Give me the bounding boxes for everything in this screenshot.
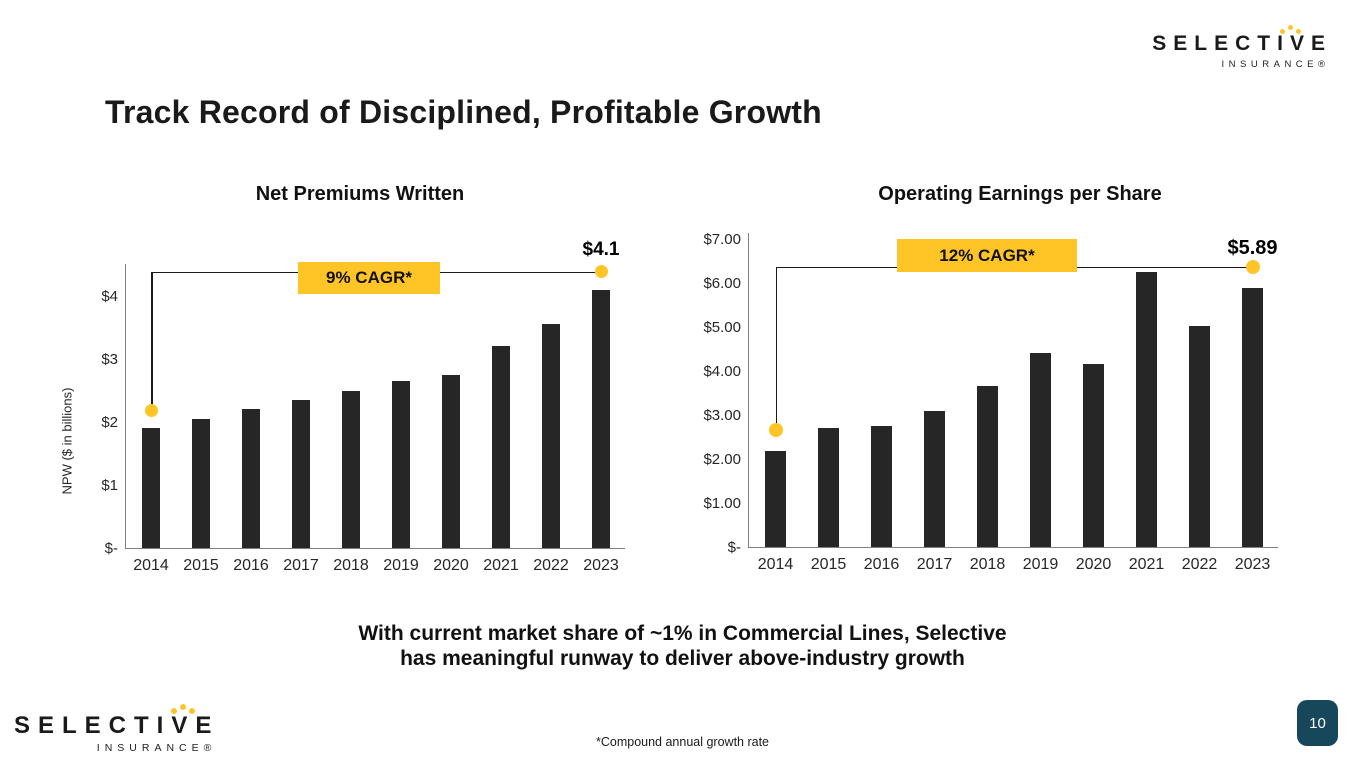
key-message-line1: With current market share of ~1% in Comm… — [358, 622, 1007, 645]
logo-dot — [1288, 25, 1293, 30]
bar — [492, 346, 510, 548]
bar — [1083, 364, 1104, 547]
y-tick-label: $1.00 — [703, 495, 741, 512]
bar — [542, 324, 560, 548]
footnote: *Compound annual growth rate — [595, 735, 770, 749]
x-tick-label: 2016 — [863, 556, 900, 573]
bar — [1242, 287, 1263, 547]
end-value-label: $5.89 — [1227, 236, 1278, 259]
x-tick-label: 2018 — [969, 556, 1006, 573]
logo-subtext: INSURANCE® — [1221, 59, 1330, 70]
chart-title: Operating Earnings per Share — [878, 183, 1162, 205]
logo-wordmark: SELECTIVE — [1152, 32, 1332, 55]
y-tick-label: $6.00 — [703, 275, 741, 292]
x-tick-label: 2017 — [283, 557, 319, 574]
y-tick-label: $5.00 — [703, 319, 741, 336]
y-tick-label: $- — [727, 539, 741, 556]
y-axis-label: NPW ($ in billions) — [59, 387, 75, 495]
cagr-connector-line — [151, 271, 153, 411]
logo-dot — [1280, 29, 1285, 34]
x-tick-label: 2020 — [433, 557, 469, 574]
y-tick-label: $1 — [101, 477, 118, 494]
x-tick-label: 2017 — [916, 556, 953, 573]
y-tick-label: $2.00 — [703, 451, 741, 468]
x-tick-label: 2015 — [810, 556, 847, 573]
bar — [392, 381, 410, 548]
bar — [142, 428, 160, 548]
bar — [1189, 325, 1210, 547]
logo-dots-icon — [1280, 25, 1301, 34]
x-tick-label: 2022 — [533, 557, 569, 574]
x-tick-label: 2019 — [1022, 556, 1059, 573]
y-tick-label: $3.00 — [703, 407, 741, 424]
y-tick-label: $4.00 — [703, 363, 741, 380]
data-point-marker — [768, 423, 783, 438]
end-value-label: $4.1 — [582, 238, 620, 260]
bar — [292, 399, 310, 548]
logo-wordmark: SELECTIVE — [14, 712, 220, 739]
bar — [1030, 353, 1051, 547]
bar — [192, 418, 210, 548]
x-tick-label: 2014 — [757, 556, 794, 573]
x-tick-label: 2019 — [383, 557, 419, 574]
x-tick-label: 2015 — [183, 557, 219, 574]
page-number-badge: 10 — [1297, 700, 1338, 746]
x-tick-label: 2023 — [583, 557, 619, 574]
y-tick-label: $7.00 — [703, 231, 741, 248]
slide-title: Track Record of Disciplined, Profitable … — [105, 94, 822, 130]
plot-area: $- $1 $2 $3 $4 2014 2015 2016 2017 2018 2019 2020 20… — [101, 239, 625, 574]
logo-dot — [189, 708, 196, 714]
selective-logo-bottom: SELECTIVE INSURANCE® — [14, 704, 211, 754]
y-tick-label: $4 — [101, 288, 118, 305]
data-point-marker — [594, 265, 608, 279]
y-tick-label: $2 — [101, 414, 118, 431]
bar — [977, 386, 998, 547]
bar — [1136, 272, 1157, 547]
logo-dots-icon — [171, 704, 196, 714]
x-tick-label: 2014 — [133, 557, 169, 574]
cagr-annotation: 9% CAGR* — [298, 262, 440, 294]
bar — [765, 451, 786, 547]
logo-subtext: INSURANCE® — [96, 742, 217, 754]
chart-title: Net Premiums Written — [255, 183, 465, 205]
chart-net-premiums-written: Net Premiums Written $- $1 $2 $3 $4 2014 2015 2… — [50, 178, 630, 608]
bar — [242, 409, 260, 548]
x-tick-label: 2021 — [1128, 556, 1165, 573]
y-tick-label: $- — [104, 540, 118, 557]
logo-dot — [1296, 29, 1301, 34]
bar — [924, 410, 945, 547]
selective-logo-top: SELECTIVE INSURANCE® — [1152, 25, 1325, 70]
data-point-marker — [144, 403, 158, 417]
plot-area: $- $1.00 $2.00 $3.00 $4.00 $5.00 $6.00 $7.00 201… — [703, 231, 1278, 573]
key-message: With current market share of ~1% in Comm… — [0, 622, 1365, 672]
bar — [871, 426, 892, 547]
x-tick-label: 2020 — [1075, 556, 1112, 573]
y-tick-label: $3 — [101, 351, 118, 368]
bar — [818, 428, 839, 547]
key-message-line2: has meaningful runway to deliver above-i… — [400, 646, 965, 670]
bar — [442, 374, 460, 548]
cagr-annotation: 12% CAGR* — [897, 239, 1077, 272]
x-tick-label: 2022 — [1181, 556, 1218, 573]
x-tick-label: 2023 — [1234, 556, 1271, 573]
bar — [342, 390, 360, 548]
cagr-connector-line — [775, 266, 777, 431]
data-point-marker — [1245, 259, 1260, 274]
x-tick-label: 2018 — [333, 557, 369, 574]
logo-dot — [171, 708, 178, 714]
chart-operating-eps: Operating Earnings per Share $- $1.00 $2.0… — [690, 178, 1290, 608]
bar — [592, 289, 610, 548]
logo-dot — [180, 704, 187, 710]
x-tick-label: 2021 — [483, 557, 519, 574]
x-tick-label: 2016 — [233, 557, 269, 574]
